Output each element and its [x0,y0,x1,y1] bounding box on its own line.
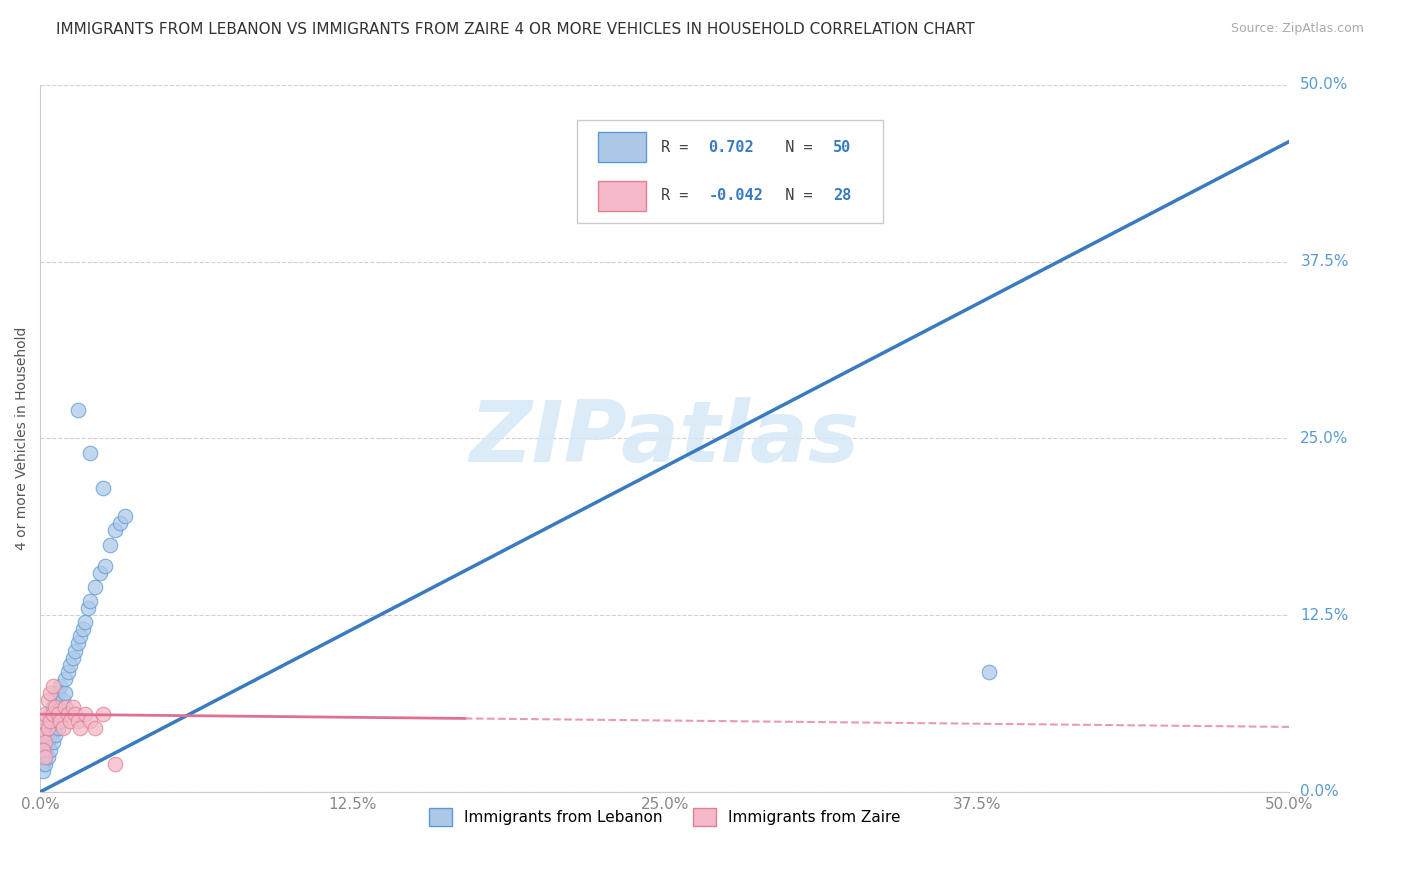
Point [39,742,62,756]
Point [79,445,101,459]
Point [62,650,84,665]
Point [41,722,63,736]
Point [79,714,101,729]
Point [94,558,117,573]
Point [52,693,75,707]
Point [108,516,131,531]
Point [114,509,136,524]
Point [34,735,56,749]
Point [37,722,59,736]
Point [84,580,107,594]
Text: 37.5%: 37.5% [1301,254,1348,269]
Text: 12.5%: 12.5% [1301,607,1348,623]
Point [41,735,63,749]
Text: 0.702: 0.702 [709,140,754,154]
Point [59,714,82,729]
Text: N =: N = [768,188,823,203]
Text: R =: R = [661,188,697,203]
Text: N =: N = [768,140,823,154]
Point [49,714,72,729]
Point [89,566,111,580]
Text: -0.042: -0.042 [709,188,763,203]
Point [69,722,91,736]
Text: 28: 28 [834,188,852,203]
Point [37,714,59,729]
Point [44,714,66,729]
Point [66,714,89,729]
Point [104,524,127,538]
Point [34,728,56,742]
Text: 25.0%: 25.0% [1301,431,1348,446]
Point [34,707,56,722]
Point [37,749,59,764]
Point [39,728,62,742]
Point [76,601,98,615]
Point [91,707,114,722]
Text: Source: ZipAtlas.com: Source: ZipAtlas.com [1230,22,1364,36]
Point [46,722,69,736]
Point [31,742,53,756]
Point [979,665,1001,679]
Point [75,707,97,722]
Point [31,756,53,771]
Point [44,700,66,714]
Point [44,693,66,707]
Y-axis label: 4 or more Vehicles in Household: 4 or more Vehicles in Household [15,326,30,550]
Text: R =: R = [661,140,697,154]
Point [31,728,53,742]
Point [53,700,76,714]
Point [46,707,69,722]
Point [34,749,56,764]
Point [31,714,53,729]
Point [41,700,63,714]
Point [104,756,127,771]
Point [49,679,72,693]
FancyBboxPatch shape [599,181,645,211]
Point [31,749,53,764]
Point [37,693,59,707]
Point [39,707,62,722]
Point [69,629,91,643]
Point [34,742,56,756]
Point [52,722,75,736]
Point [44,728,66,742]
Point [59,657,82,672]
Point [49,700,72,714]
Point [41,679,63,693]
Point [53,700,76,714]
Point [46,707,69,722]
Text: ZIPatlas: ZIPatlas [470,397,860,480]
Point [91,481,114,495]
Point [75,615,97,630]
Point [63,643,86,657]
Point [56,707,79,722]
Point [53,672,76,686]
Point [84,722,107,736]
Point [62,700,84,714]
Point [41,707,63,722]
Point [79,594,101,608]
Point [39,686,62,700]
Point [37,735,59,749]
Text: IMMIGRANTS FROM LEBANON VS IMMIGRANTS FROM ZAIRE 4 OR MORE VEHICLES IN HOUSEHOLD: IMMIGRANTS FROM LEBANON VS IMMIGRANTS FR… [56,22,974,37]
Point [98,537,121,551]
Point [52,707,75,722]
Text: 50.0%: 50.0% [1301,78,1348,93]
Point [56,665,79,679]
Point [34,756,56,771]
FancyBboxPatch shape [578,120,883,223]
Text: 0.0%: 0.0% [1301,784,1339,799]
Point [49,714,72,729]
FancyBboxPatch shape [599,132,645,162]
Point [39,714,62,729]
Point [31,764,53,778]
Point [66,403,89,417]
Point [63,707,86,722]
Legend: Immigrants from Lebanon, Immigrants from Zaire: Immigrants from Lebanon, Immigrants from… [422,800,908,834]
Point [72,623,94,637]
Point [66,636,89,650]
Point [53,686,76,700]
Text: 50: 50 [834,140,852,154]
Point [46,686,69,700]
